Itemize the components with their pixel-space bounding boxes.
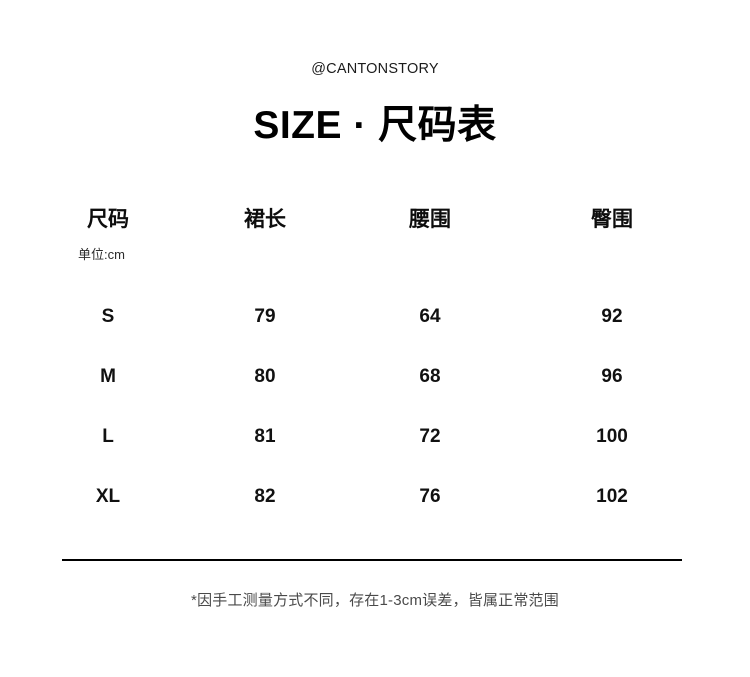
cell-skirt-length: 82 <box>254 486 276 507</box>
cell-size: L <box>102 426 114 447</box>
column-header-waist: 腰围 <box>409 208 451 231</box>
unit-note: 单位:cm <box>78 247 125 262</box>
cell-hip: 100 <box>596 426 628 447</box>
column-header-hip: 臀围 <box>591 208 633 231</box>
cell-hip: 92 <box>601 306 623 327</box>
size-table: 尺码 单位:cm 裙长 腰围 臀围 S 79 64 92 M 80 68 96 … <box>0 205 750 530</box>
cell-waist: 68 <box>419 366 441 387</box>
cell-waist: 72 <box>419 426 441 447</box>
cell-size: XL <box>95 486 121 507</box>
table-row: M 80 68 96 <box>0 350 750 410</box>
cell-waist: 76 <box>419 486 441 507</box>
cell-waist: 64 <box>419 306 441 327</box>
cell-skirt-length: 81 <box>254 426 276 447</box>
cell-size: M <box>100 366 116 387</box>
page-title: SIZE · 尺码表 <box>253 104 497 147</box>
cell-hip: 96 <box>601 366 623 387</box>
measurement-disclaimer: *因手工测量方式不同，存在1-3cm误差，皆属正常范围 <box>191 592 559 609</box>
table-row: XL 82 76 102 <box>0 470 750 530</box>
table-row: S 79 64 92 <box>0 290 750 350</box>
cell-skirt-length: 80 <box>254 366 276 387</box>
table-header-row: 尺码 单位:cm 裙长 腰围 臀围 <box>0 205 750 290</box>
cell-hip: 102 <box>596 486 628 507</box>
cell-skirt-length: 79 <box>254 306 276 327</box>
table-row: L 81 72 100 <box>0 410 750 470</box>
column-header-size: 尺码 <box>87 208 129 231</box>
brand-handle: @CANTONSTORY <box>311 61 439 77</box>
footer-divider <box>62 559 682 561</box>
column-header-skirt-length: 裙长 <box>244 208 286 231</box>
cell-size: S <box>101 306 115 327</box>
